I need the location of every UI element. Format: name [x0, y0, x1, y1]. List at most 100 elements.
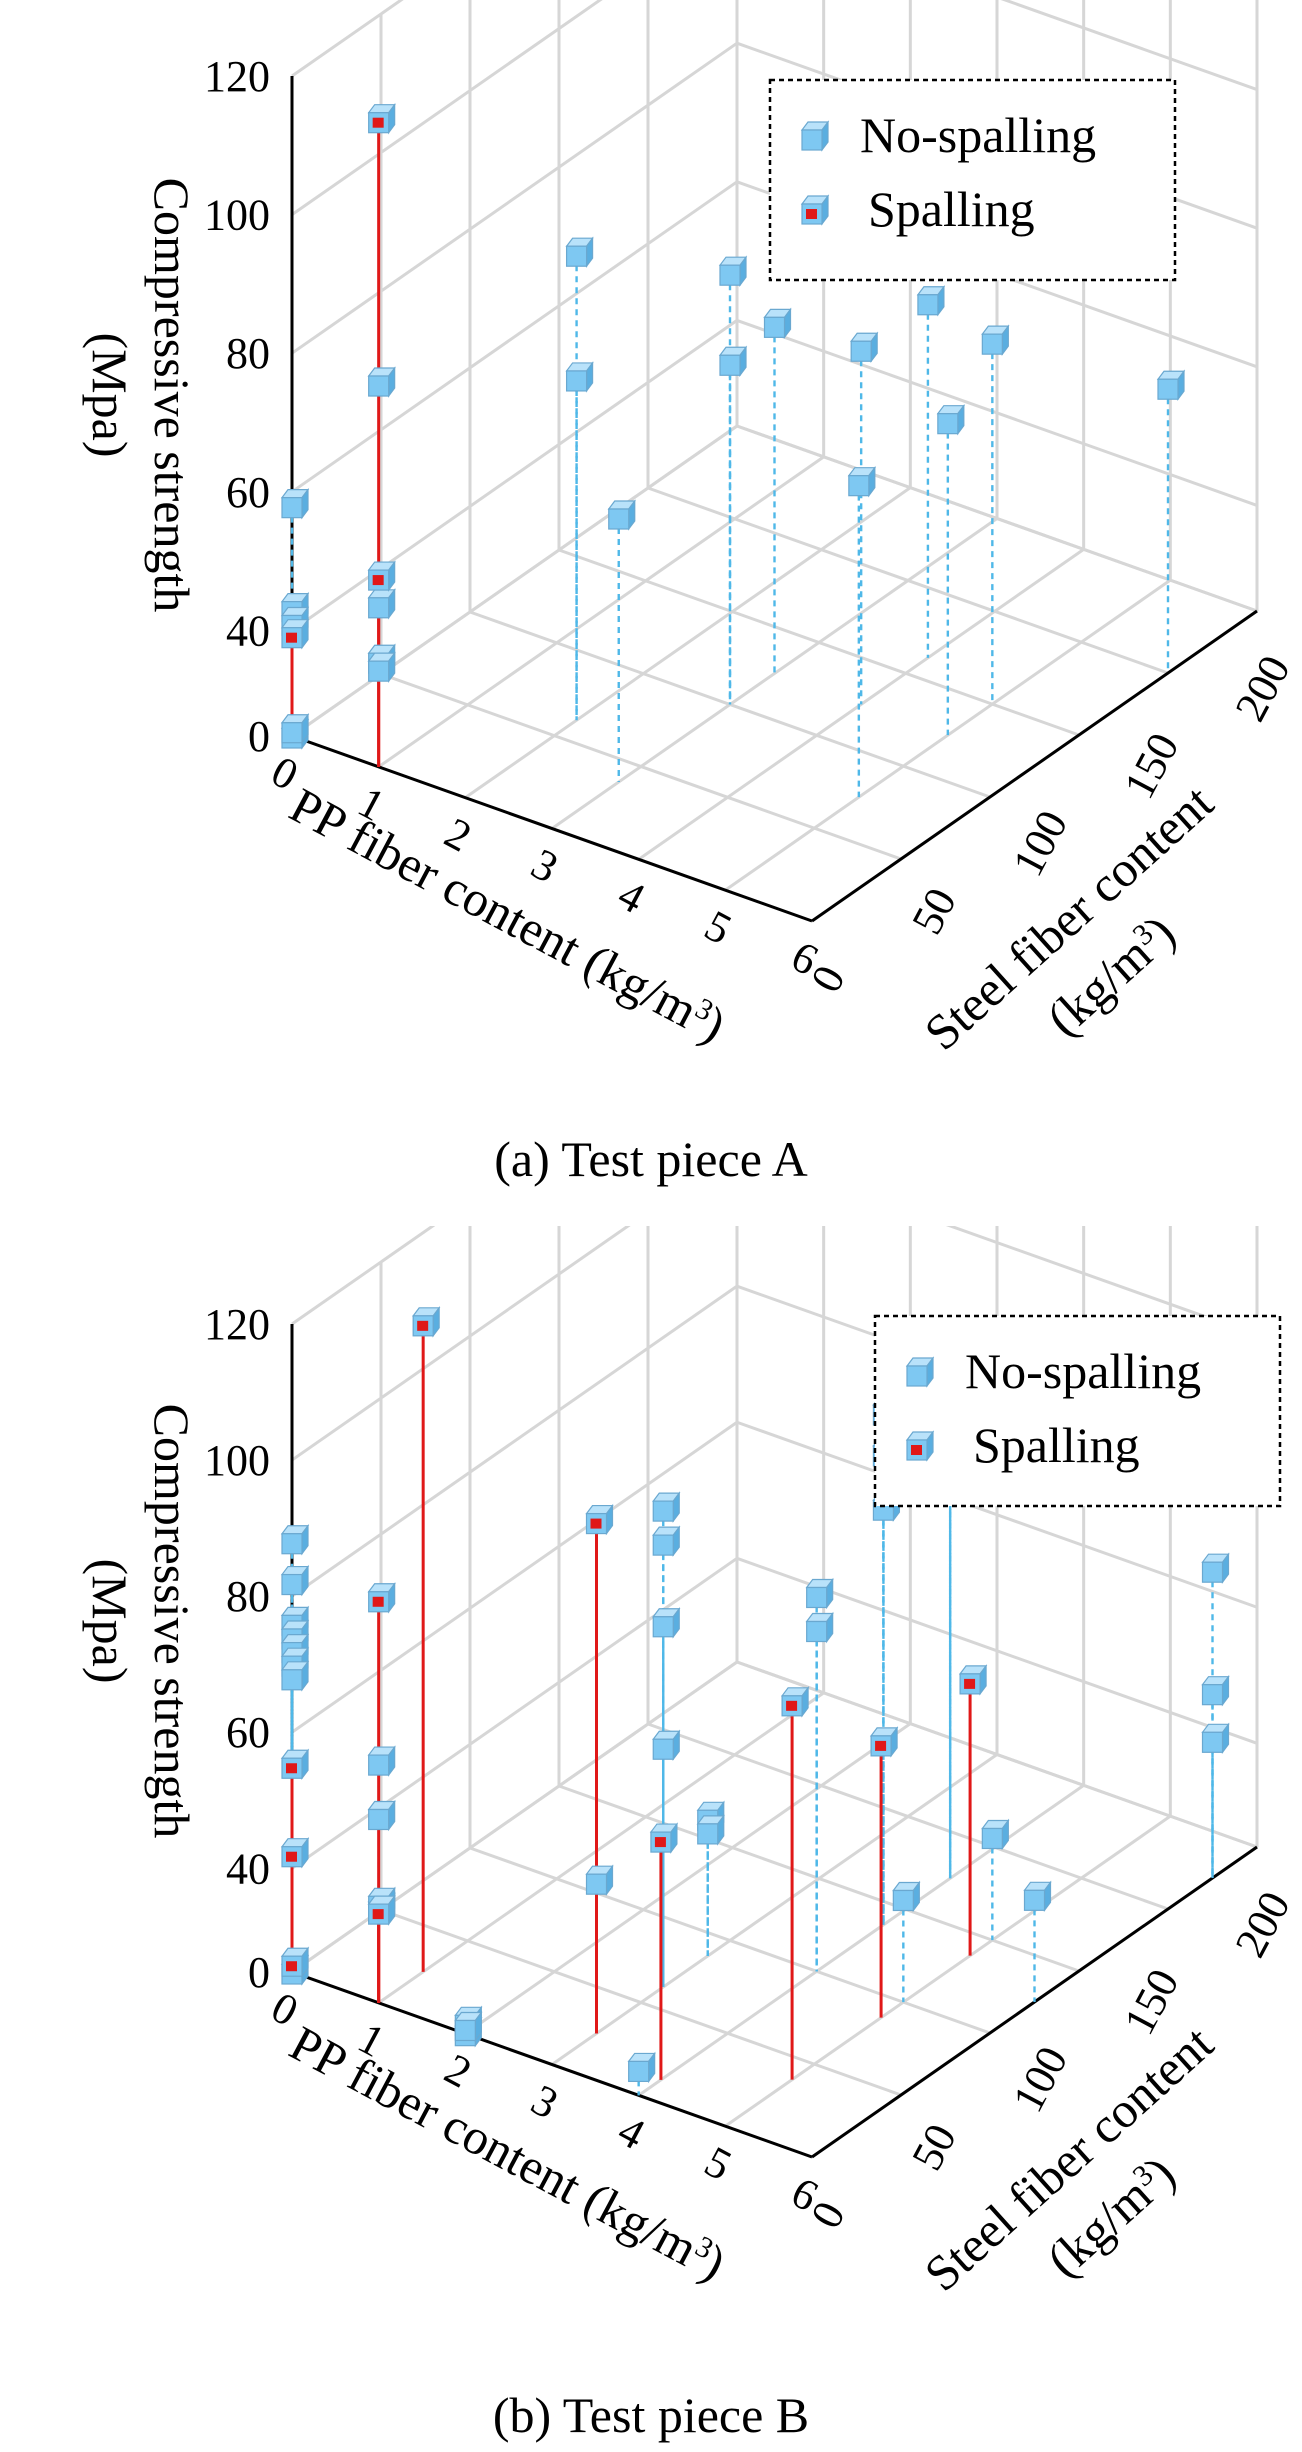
- no-spalling-point: [652, 1729, 681, 1762]
- wall-grid-line: [736, 424, 1258, 613]
- wall-grid-line: [291, 1660, 738, 1974]
- no-spalling-point: [718, 345, 748, 378]
- spalling-point: [780, 1686, 810, 1718]
- z-axis-title: Compressive strength: [144, 178, 200, 613]
- legend: No-spalling Spalling: [873, 1314, 1282, 1508]
- y-axis-line: [811, 609, 1258, 923]
- legend: No-spalling Spalling: [768, 78, 1177, 282]
- no-spalling-point: [892, 1880, 921, 1913]
- x-axis-title: PP fiber content (kg/m3): [281, 2015, 735, 2292]
- markers: [280, 102, 1186, 750]
- spalling-point: [958, 1664, 988, 1696]
- no-spalling-point: [565, 361, 594, 393]
- y-tick-label: 200: [1226, 648, 1300, 729]
- chart-b-svg: 04060801001200123456050100150200Compress…: [82, 1226, 1300, 2302]
- spalling-point: [367, 102, 396, 135]
- x-tick-label: 5: [697, 901, 739, 955]
- y-tick-label: 50: [902, 880, 966, 942]
- floor-grid-line: [558, 548, 1080, 737]
- no-spalling-point: [280, 487, 310, 520]
- x-tick-label: 3: [524, 2075, 566, 2129]
- legend-spalling-icon: [800, 194, 830, 226]
- no-spalling-point: [718, 255, 748, 287]
- no-spalling-point: [280, 1564, 310, 1597]
- no-spalling-point: [652, 1491, 681, 1523]
- no-spalling-point: [607, 499, 636, 531]
- legend-no-spalling-icon: [800, 120, 830, 152]
- wall-grid-line: [736, 1420, 1258, 1609]
- no-spalling-point: [1201, 1674, 1230, 1707]
- no-spalling-point: [849, 331, 879, 364]
- z-axis-unit: (Mpa): [82, 333, 138, 458]
- legend-spalling-label: Spalling: [973, 1417, 1140, 1473]
- x-tick-label: 3: [524, 839, 566, 893]
- legend-box: [768, 78, 1177, 282]
- no-spalling-point: [367, 1745, 396, 1777]
- z-tick-label: 80: [226, 1572, 270, 1621]
- y-tick-label: 100: [1003, 803, 1077, 884]
- spalling-point: [280, 1946, 310, 1979]
- floor-grid-line: [637, 1784, 1085, 2097]
- wall-grid-line: [736, 1660, 1258, 1849]
- legend-no-spalling-icon: [905, 1356, 935, 1388]
- no-spalling-point: [367, 651, 396, 683]
- wall-grid-line: [1000, 0, 1258, 92]
- floor-grid-line: [551, 517, 998, 830]
- floor-grid-line: [558, 1784, 1080, 1973]
- legend-box: [873, 1314, 1282, 1508]
- spalling-point: [367, 1581, 396, 1614]
- no-spalling-point: [936, 403, 966, 436]
- z-tick-label: 0: [248, 712, 270, 761]
- no-spalling-point: [1156, 369, 1186, 402]
- spalling-point: [869, 1726, 899, 1758]
- floor-grid-line: [464, 486, 912, 799]
- no-spalling-point: [1201, 1552, 1230, 1585]
- no-spalling-point: [367, 587, 396, 620]
- z-tick-label: 40: [226, 606, 270, 655]
- y-tick-label: 200: [1226, 1884, 1300, 1965]
- x-axis-line: [291, 1970, 813, 2159]
- wall-grid-line: [291, 0, 603, 216]
- floor-grid-line: [647, 1722, 1169, 1911]
- z-tick-label: 120: [204, 1300, 270, 1349]
- no-spalling-point: [1023, 1880, 1052, 1913]
- wall-grid-line: [291, 319, 738, 632]
- spalling-point: [280, 1836, 310, 1869]
- spalling-point: [649, 1822, 679, 1854]
- z-tick-label: 60: [226, 1708, 270, 1757]
- legend-no-spalling-label: No-spalling: [860, 107, 1096, 163]
- no-spalling-point: [652, 1525, 681, 1557]
- y-tick-label: 100: [1003, 2039, 1077, 2120]
- wall-grid-line: [945, 1226, 1258, 1337]
- no-spalling-point: [847, 465, 877, 498]
- legend-spalling-icon: [905, 1430, 935, 1462]
- no-spalling-point: [454, 2010, 483, 2043]
- no-spalling-point: [367, 366, 396, 398]
- x-tick-label: 4: [610, 870, 652, 924]
- no-spalling-point: [1201, 1722, 1230, 1755]
- spalling-point: [411, 1306, 441, 1338]
- floor-grid-line: [724, 1814, 1172, 2128]
- y-tick-label: 0: [801, 2194, 855, 2236]
- wall-grid-line: [291, 1226, 631, 1462]
- floor-grid-line: [464, 1722, 912, 2035]
- floor-grid-line: [380, 1908, 902, 2097]
- z-tick-label: 60: [226, 468, 270, 517]
- spalling-point: [280, 617, 310, 650]
- floor-grid-line: [469, 1846, 991, 2035]
- spalling-point: [585, 1503, 614, 1536]
- y-tick-label: 0: [801, 958, 855, 1000]
- no-spalling-point: [981, 1818, 1010, 1851]
- wall-grid-line: [291, 41, 738, 355]
- floor-grid-line: [377, 455, 825, 769]
- z-axis-unit: (Mpa): [82, 1559, 138, 1684]
- wall-grid-line: [291, 1557, 738, 1870]
- x-axis-title: PP fiber content (kg/m3): [281, 777, 735, 1054]
- spalling-point: [367, 560, 396, 592]
- no-spalling-point: [280, 712, 310, 745]
- no-spalling-point: [627, 2051, 656, 2084]
- floor-grid-line: [647, 486, 1169, 675]
- z-tick-label: 120: [204, 52, 270, 101]
- wall-grid-line: [291, 180, 738, 494]
- no-spalling-point: [805, 1611, 834, 1644]
